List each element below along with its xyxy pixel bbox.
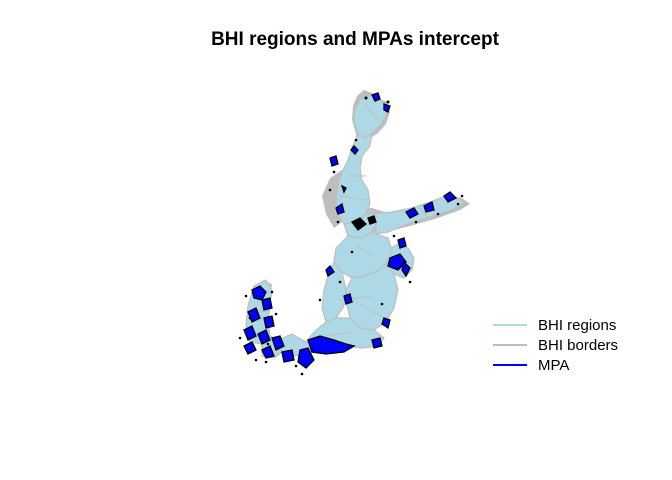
mpa-dots bbox=[238, 96, 464, 376]
legend-label-mpa: MPA bbox=[538, 356, 570, 374]
legend-item-regions: BHI regions bbox=[493, 315, 618, 335]
legend-item-mpa: MPA bbox=[493, 355, 618, 375]
legend-label-regions: BHI regions bbox=[538, 316, 617, 334]
legend-item-borders: BHI borders bbox=[493, 335, 618, 355]
map-legend: BHI regions BHI borders MPA bbox=[493, 315, 618, 375]
legend-swatch-mpa bbox=[493, 364, 527, 366]
mpa-areas bbox=[243, 92, 458, 369]
legend-label-borders: BHI borders bbox=[538, 336, 619, 354]
plot-title: BHI regions and MPAs intercept bbox=[211, 29, 499, 50]
legend-swatch-borders bbox=[493, 344, 527, 346]
legend-swatch-regions bbox=[493, 324, 527, 326]
